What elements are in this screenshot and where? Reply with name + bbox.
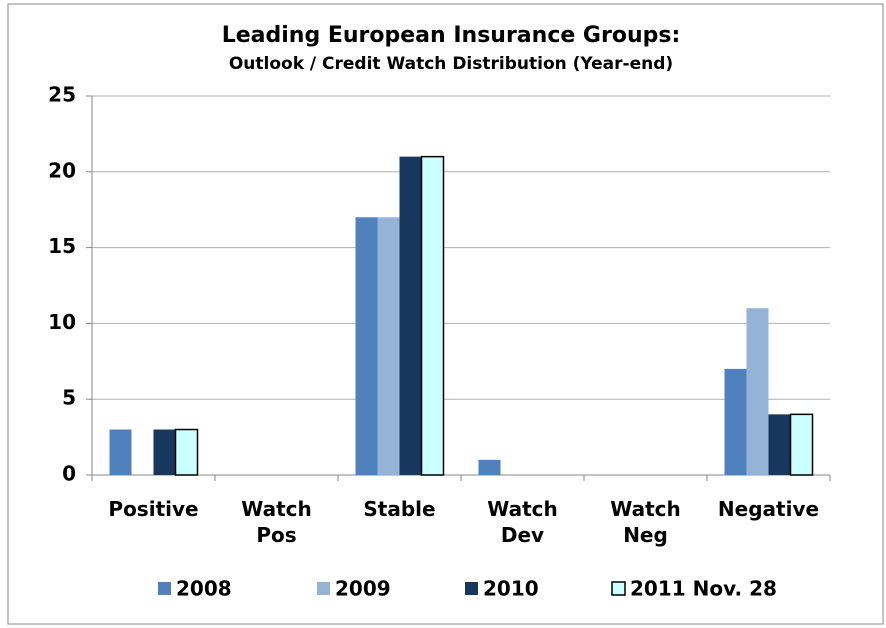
bar xyxy=(478,459,501,475)
chart-subtitle: Outlook / Credit Watch Distribution (Yea… xyxy=(229,54,673,74)
x-tick-label: Stable xyxy=(363,497,436,521)
y-tick-label: 15 xyxy=(48,234,76,258)
bar xyxy=(355,217,378,475)
bar xyxy=(174,428,199,476)
bar xyxy=(768,414,791,475)
chart-title: Leading European Insurance Groups: xyxy=(222,23,681,48)
bar xyxy=(377,217,400,475)
legend-marker xyxy=(317,582,330,595)
x-tick-label: Watch Dev xyxy=(487,497,558,547)
legend-label: 2009 xyxy=(335,577,391,601)
x-tick-label: Watch Neg xyxy=(610,497,681,547)
bar xyxy=(746,308,769,475)
bar xyxy=(724,368,747,475)
bar xyxy=(153,429,176,475)
legend-marker xyxy=(465,582,478,595)
bar xyxy=(789,413,814,476)
x-tick-label: Positive xyxy=(108,497,199,521)
legend-marker xyxy=(611,581,626,596)
y-tick-label: 10 xyxy=(48,310,76,334)
y-tick-label: 20 xyxy=(48,158,76,182)
x-tick-label: Negative xyxy=(717,497,820,521)
chart-frame xyxy=(7,3,884,625)
y-tick-label: 5 xyxy=(62,386,76,410)
legend-label: 2008 xyxy=(176,577,232,601)
bar xyxy=(420,155,445,476)
y-tick-label: 0 xyxy=(62,462,76,486)
y-tick-label: 25 xyxy=(48,83,76,107)
x-tick-label: Watch Pos xyxy=(241,497,312,547)
legend-label: 2011 Nov. 28 xyxy=(630,577,777,601)
bar xyxy=(109,429,132,475)
legend-label: 2010 xyxy=(483,577,539,601)
bar xyxy=(399,156,422,475)
legend-marker xyxy=(158,582,171,595)
